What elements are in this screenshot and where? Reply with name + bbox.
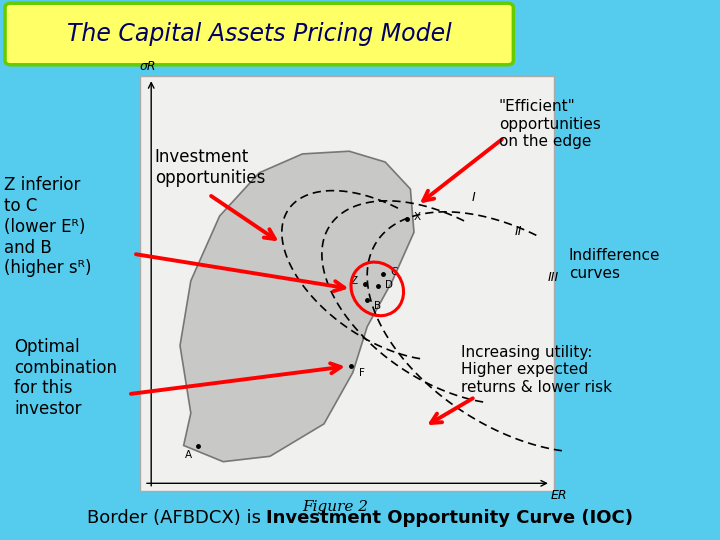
Text: Optimal
combination
for this
investor: Optimal combination for this investor bbox=[14, 338, 117, 418]
Text: Indifference
curves: Indifference curves bbox=[569, 248, 660, 281]
Text: The Capital Assets Pricing Model: The Capital Assets Pricing Model bbox=[67, 22, 451, 46]
Text: "Efficient"
opportunities
on the edge: "Efficient" opportunities on the edge bbox=[499, 99, 600, 149]
Text: I: I bbox=[472, 191, 475, 204]
Polygon shape bbox=[180, 151, 414, 462]
Text: III: III bbox=[547, 271, 559, 284]
Text: F: F bbox=[359, 368, 364, 377]
FancyBboxPatch shape bbox=[5, 3, 513, 65]
Text: C: C bbox=[390, 267, 397, 277]
Text: A: A bbox=[185, 450, 192, 460]
Text: X: X bbox=[414, 212, 421, 221]
Text: B: B bbox=[374, 301, 382, 311]
Text: Z: Z bbox=[351, 276, 358, 286]
Text: σR: σR bbox=[140, 60, 156, 73]
Text: ER: ER bbox=[551, 489, 567, 502]
Text: Investment Opportunity Curve (IOC): Investment Opportunity Curve (IOC) bbox=[266, 509, 634, 528]
Text: Border (AFBDCX) is: Border (AFBDCX) is bbox=[86, 509, 266, 528]
Text: II: II bbox=[515, 225, 522, 238]
Text: Investment
opportunities: Investment opportunities bbox=[155, 148, 265, 187]
Text: Figure 2: Figure 2 bbox=[302, 500, 368, 514]
Text: D: D bbox=[385, 280, 393, 290]
Text: Z inferior
to C
(lower Eᴿ)
and B
(higher sᴿ): Z inferior to C (lower Eᴿ) and B (higher… bbox=[4, 176, 91, 278]
FancyBboxPatch shape bbox=[140, 76, 554, 491]
Text: Increasing utility:
Higher expected
returns & lower risk: Increasing utility: Higher expected retu… bbox=[461, 345, 612, 395]
